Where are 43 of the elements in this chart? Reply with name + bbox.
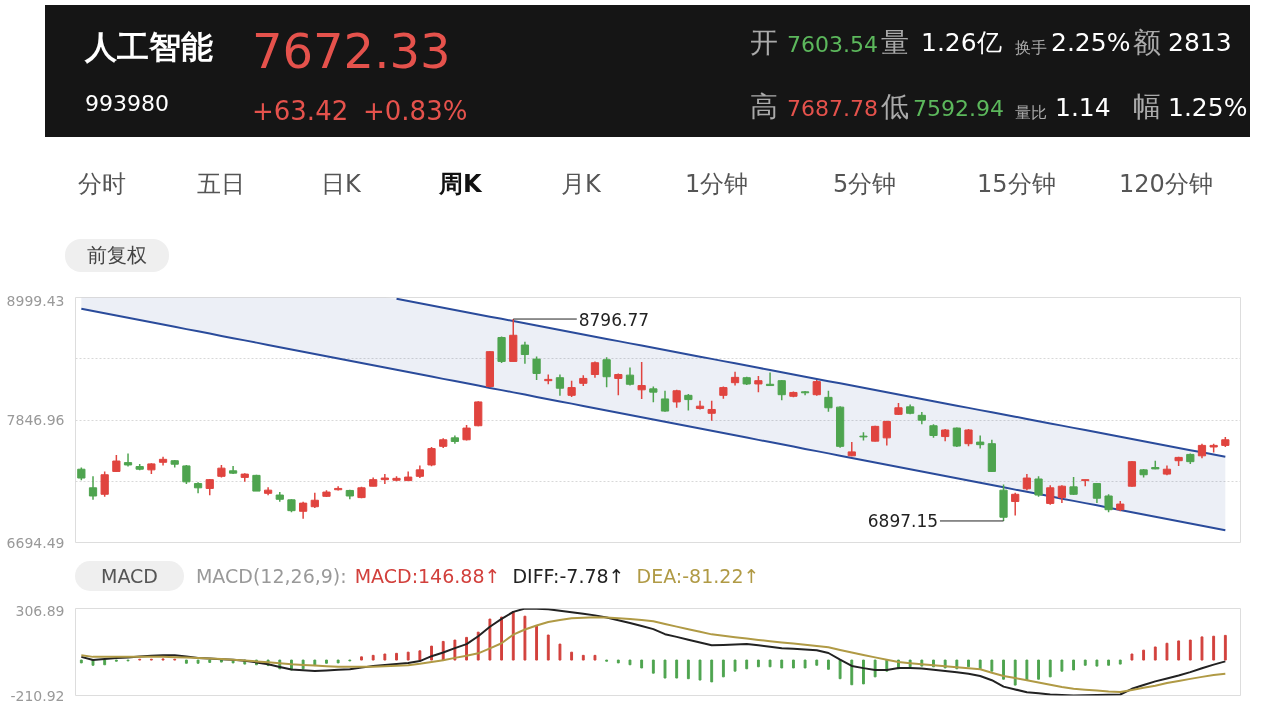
text: 2.25%: [1051, 27, 1131, 59]
series-label: DIFF:-7.78↑: [512, 565, 625, 587]
text: 1.25%: [1168, 92, 1248, 124]
text: 120分钟: [1119, 169, 1213, 200]
y-tick-label: 8999.43: [6, 292, 65, 309]
text: 人工智能: [85, 27, 213, 68]
text: 低: [881, 89, 909, 125]
text: 7672.33: [252, 22, 451, 81]
text: 日K: [321, 169, 361, 200]
text: 量: [881, 25, 909, 61]
text: 前复权: [65, 239, 169, 272]
text: 换手: [1015, 37, 1047, 59]
series-label: DEA:-81.22↑: [636, 565, 760, 587]
text: 高: [750, 89, 778, 125]
text: 分时: [78, 169, 126, 200]
text: 1分钟: [685, 169, 749, 200]
text: 量比: [1015, 102, 1047, 124]
text: MACD: [75, 561, 184, 591]
text: 幅: [1133, 89, 1161, 125]
text: 1.26亿: [921, 27, 1002, 59]
text: 15分钟: [977, 169, 1056, 200]
text: 五日: [197, 169, 245, 200]
y-tick-label: 7846.96: [6, 412, 65, 428]
annotation: 8796.77: [578, 309, 650, 330]
text: 7687.78: [787, 95, 878, 123]
text: 1.14: [1055, 92, 1111, 124]
text: 开: [750, 25, 778, 61]
text: 周K: [439, 169, 482, 200]
chart-title: MACD(12,26,9):: [195, 565, 347, 587]
text: 7592.94: [913, 95, 1004, 123]
text: 7603.54: [787, 31, 878, 59]
text: 月K: [561, 169, 601, 200]
text: +0.83%: [363, 95, 468, 128]
text: 额: [1133, 25, 1161, 61]
y-tick-label: 6694.49: [6, 534, 65, 551]
annotation: 6897.15: [867, 511, 939, 532]
text: 5分钟: [833, 169, 897, 200]
text: 2813: [1168, 27, 1232, 59]
series-label: MACD:146.88↑: [354, 565, 501, 587]
y-tick-label: 306.89: [15, 602, 65, 619]
text: +63.42: [252, 95, 349, 128]
y-tick-label: -210.92: [10, 687, 65, 704]
text: 993980: [85, 90, 169, 118]
